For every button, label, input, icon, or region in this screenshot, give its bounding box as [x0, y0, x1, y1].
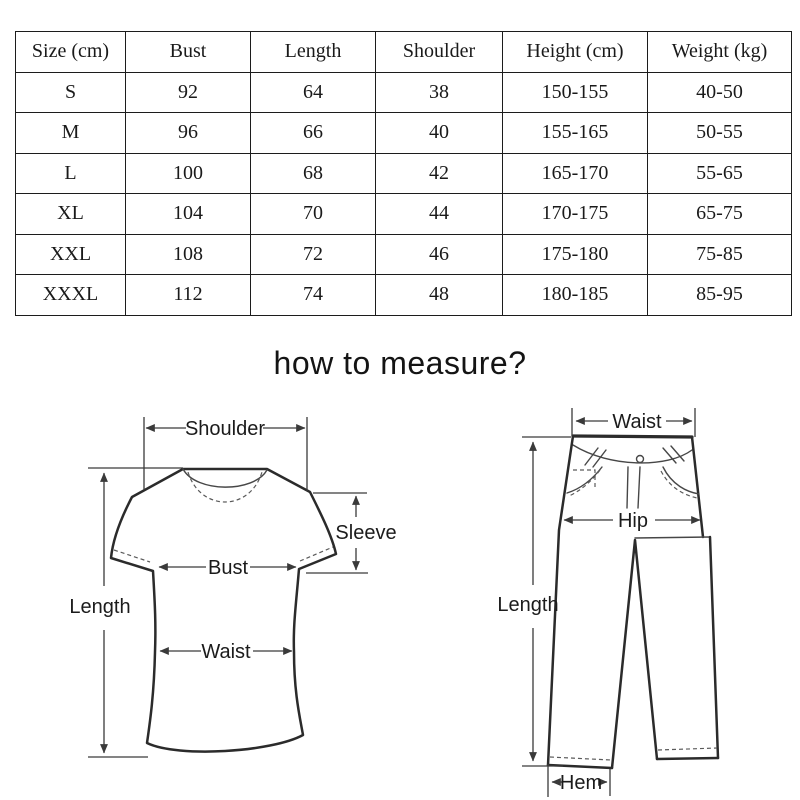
measure-diagram: Shoulder Length Bust Waist Sleeve [69, 408, 720, 797]
table-cell: 66 [250, 112, 376, 154]
table-row: L 100 68 42 165-170 55-65 [15, 152, 792, 194]
bust-label: Bust [208, 557, 248, 579]
pants-right-hem-stitch [657, 747, 718, 751]
table-cell: 96 [125, 112, 251, 154]
pants-right-outer-seam-lower [708, 535, 720, 760]
table-cell: 64 [250, 71, 376, 113]
tshirt-neck-stitch [187, 471, 263, 503]
table-cell: XXL [15, 233, 126, 275]
pants-length-label: Length [497, 594, 558, 616]
table-cell: 72 [250, 233, 376, 275]
pants-right-hem-edge [655, 756, 720, 761]
table-cell: 38 [375, 71, 503, 113]
table-cell: 70 [250, 193, 376, 235]
table-header-cell: Weight (kg) [647, 31, 792, 73]
table-row: XXL 108 72 46 175-180 75-85 [15, 233, 792, 275]
tshirt-diagram: Shoulder Length Bust Waist Sleeve [69, 417, 397, 758]
table-cell: 100 [125, 152, 251, 194]
sleeve-label: Sleeve [335, 522, 396, 544]
table-cell: 46 [375, 233, 503, 275]
pants-left-hem-stitch [549, 756, 612, 761]
shirt-waist-label: Waist [201, 641, 251, 663]
table-cell: 104 [125, 193, 251, 235]
hem-label: Hem [560, 772, 602, 794]
table-cell: 92 [125, 71, 251, 113]
table-cell: L [15, 152, 126, 194]
table-cell: 68 [250, 152, 376, 194]
pants-left-outer-seam [546, 434, 575, 767]
table-cell: 55-65 [647, 152, 792, 194]
shirt-length-label: Length [69, 596, 130, 618]
table-header-cell: Bust [125, 31, 251, 73]
table-cell: 112 [125, 274, 251, 316]
table-cell: S [15, 71, 126, 113]
pants-right-outer-seam-upper [690, 435, 705, 539]
table-cell: 40-50 [647, 71, 792, 113]
table-cell: 42 [375, 152, 503, 194]
table-row: S 92 64 38 150-155 40-50 [15, 71, 792, 113]
table-cell: 85-95 [647, 274, 792, 316]
table-row: M 96 66 40 155-165 50-55 [15, 112, 792, 154]
table-cell: 40 [375, 112, 503, 154]
pocket-left-curve [566, 466, 603, 494]
table-cell: 50-55 [647, 112, 792, 154]
table-row: XL 104 70 44 170-175 65-75 [15, 193, 792, 235]
belt-loop-right [662, 445, 685, 464]
table-cell: 155-165 [502, 112, 648, 154]
table-cell: 175-180 [502, 233, 648, 275]
pants-waist-label: Waist [612, 411, 662, 433]
pocket-left-stitch [568, 469, 601, 497]
pants-crotch-line [634, 536, 711, 539]
pants-waistband-top [571, 434, 694, 439]
table-cell: 165-170 [502, 152, 648, 194]
table-cell: 170-175 [502, 193, 648, 235]
table-cell: 48 [375, 274, 503, 316]
hip-label: Hip [618, 510, 648, 532]
table-cell: 180-185 [502, 274, 648, 316]
table-row: XXXL 112 74 48 180-185 85-95 [15, 274, 792, 316]
pocket-right-stitch [660, 470, 698, 499]
size-chart-section: Size (cm) Bust Length Shoulder Height (c… [15, 31, 792, 316]
table-header-cell: Length [250, 31, 376, 73]
table-cell: XXXL [15, 274, 126, 316]
table-cell: XL [15, 193, 126, 235]
table-cell: 65-75 [647, 193, 792, 235]
table-header-cell: Size (cm) [15, 31, 126, 73]
pants-diagram: Waist Hip Length Hem [497, 408, 720, 797]
size-chart-table: Size (cm) Bust Length Shoulder Height (c… [15, 31, 792, 316]
table-cell: 44 [375, 193, 503, 235]
tshirt-left-cuff-stitch [113, 549, 151, 563]
table-cell: 150-155 [502, 71, 648, 113]
belt-loop-left [584, 447, 607, 468]
shoulder-label: Shoulder [185, 418, 265, 440]
table-header-cell: Shoulder [375, 31, 503, 73]
pocket-right-curve [662, 466, 700, 495]
pants-button [635, 454, 645, 464]
table-cell: 75-85 [647, 233, 792, 275]
table-cell: 108 [125, 233, 251, 275]
table-cell: M [15, 112, 126, 154]
how-to-measure-title: how to measure? [273, 345, 527, 381]
table-cell: 74 [250, 274, 376, 316]
coin-pocket [573, 469, 596, 490]
table-header-cell: Height (cm) [502, 31, 648, 73]
tshirt-right-cuff-stitch [299, 546, 334, 562]
table-header-row: Size (cm) Bust Length Shoulder Height (c… [15, 31, 792, 73]
pants-fly-lines [626, 466, 641, 509]
tshirt-outline [109, 467, 338, 753]
pants-inseams [610, 538, 659, 770]
pants-waistband-bottom [572, 444, 693, 464]
